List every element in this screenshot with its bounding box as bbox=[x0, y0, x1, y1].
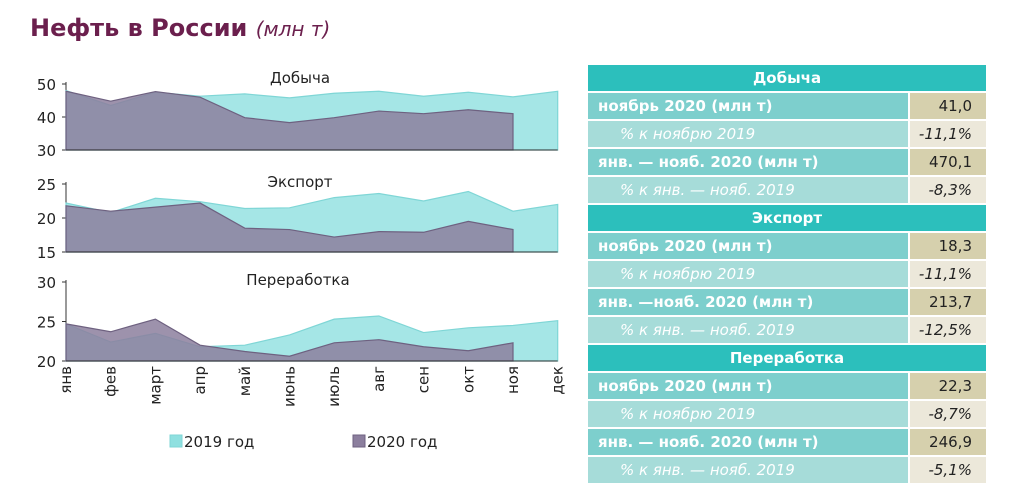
x-tick-label: авг bbox=[370, 366, 388, 392]
y-tick-label: 40 bbox=[37, 109, 56, 127]
panel-title: Добыча bbox=[270, 69, 330, 87]
x-tick-label: ноя bbox=[504, 366, 522, 394]
y-tick-label: 20 bbox=[37, 210, 56, 228]
title-unit: (млн т) bbox=[255, 17, 331, 41]
y-tick-label: 25 bbox=[37, 176, 56, 194]
row-value: -8,3% bbox=[910, 177, 986, 203]
x-tick-label: май bbox=[236, 366, 254, 396]
row-value: 246,9 bbox=[910, 429, 986, 455]
y-tick-label: 30 bbox=[37, 274, 56, 292]
table-row: ноябрь 2020 (млн т) 18,3 bbox=[588, 233, 986, 259]
x-tick-label: март bbox=[146, 366, 164, 405]
area-2020 bbox=[65, 90, 514, 151]
row-value: -12,5% bbox=[910, 317, 986, 343]
stats-table: Добыча ноябрь 2020 (млн т) 41,0% к ноябрю … bbox=[588, 63, 986, 485]
y-tick-label: 20 bbox=[37, 353, 56, 371]
table-row: % к янв. — нояб. 2019 -8,3% bbox=[588, 177, 986, 203]
page-title: Нефть в России (млн т) bbox=[30, 14, 330, 42]
row-value: 22,3 bbox=[910, 373, 986, 399]
table-row: % к ноябрю 2019 -11,1% bbox=[588, 261, 986, 287]
row-label: ноябрь 2020 (млн т) bbox=[588, 233, 910, 259]
y-tick-label: 50 bbox=[37, 76, 56, 94]
x-tick-label: дек bbox=[549, 366, 567, 395]
row-label: % к янв. — нояб. 2019 bbox=[588, 177, 910, 203]
row-label: % к ноябрю 2019 bbox=[588, 121, 910, 147]
area-2020 bbox=[65, 202, 514, 253]
row-label: ноябрь 2020 (млн т) bbox=[588, 373, 910, 399]
y-tick-label: 15 bbox=[37, 244, 56, 262]
row-label: % к ноябрю 2019 bbox=[588, 401, 910, 427]
row-label: янв. — нояб. 2020 (млн т) bbox=[588, 149, 910, 175]
x-tick-label: июль bbox=[325, 366, 343, 407]
row-label: % к ноябрю 2019 bbox=[588, 261, 910, 287]
table-row: янв. — нояб. 2020 (млн т) 470,1 bbox=[588, 149, 986, 175]
y-tick-label: 30 bbox=[37, 142, 56, 160]
table-row: % к янв. — нояб. 2019 -5,1% bbox=[588, 457, 986, 483]
y-tick-label: 25 bbox=[37, 314, 56, 332]
row-value: 41,0 bbox=[910, 93, 986, 119]
legend-label-2020: 2020 год bbox=[367, 433, 437, 451]
legend-swatch-2019 bbox=[169, 434, 183, 448]
table-row: % к янв. — нояб. 2019 -12,5% bbox=[588, 317, 986, 343]
oil-charts: 30 40 50 Добыча 15 20 25 Экспорт 20 25 30 Переработ… bbox=[37, 69, 567, 451]
x-tick-label: фев bbox=[102, 366, 120, 397]
table-row: янв. —нояб. 2020 (млн т) 213,7 bbox=[588, 289, 986, 315]
row-value: -8,7% bbox=[910, 401, 986, 427]
row-label: % к янв. — нояб. 2019 bbox=[588, 457, 910, 483]
table-row: ноябрь 2020 (млн т) 41,0 bbox=[588, 93, 986, 119]
row-value: -11,1% bbox=[910, 121, 986, 147]
legend-swatch-2020 bbox=[352, 434, 366, 448]
row-label: % к янв. — нояб. 2019 bbox=[588, 317, 910, 343]
panel-title: Переработка bbox=[246, 271, 349, 289]
row-value: 470,1 bbox=[910, 149, 986, 175]
x-tick-label: окт bbox=[459, 366, 477, 393]
row-value: 213,7 bbox=[910, 289, 986, 315]
section-header-row: Добыча bbox=[588, 65, 986, 91]
panel-title: Экспорт bbox=[267, 173, 332, 191]
row-value: -11,1% bbox=[910, 261, 986, 287]
x-tick-label: июнь bbox=[281, 366, 299, 407]
x-tick-label: апр bbox=[191, 366, 209, 395]
table-row: ноябрь 2020 (млн т) 22,3 bbox=[588, 373, 986, 399]
title-text: Нефть в России bbox=[30, 14, 248, 42]
section-title: Добыча bbox=[588, 65, 986, 91]
section-header-row: Переработка bbox=[588, 345, 986, 371]
section-title: Переработка bbox=[588, 345, 986, 371]
row-label: янв. — нояб. 2020 (млн т) bbox=[588, 429, 910, 455]
x-tick-label: янв bbox=[57, 366, 75, 394]
section-header-row: Экспорт bbox=[588, 205, 986, 231]
x-tick-label: сен bbox=[415, 366, 433, 393]
table-row: янв. — нояб. 2020 (млн т) 246,9 bbox=[588, 429, 986, 455]
table-row: % к ноябрю 2019 -11,1% bbox=[588, 121, 986, 147]
row-label: янв. —нояб. 2020 (млн т) bbox=[588, 289, 910, 315]
row-label: ноябрь 2020 (млн т) bbox=[588, 93, 910, 119]
section-title: Экспорт bbox=[588, 205, 986, 231]
row-value: 18,3 bbox=[910, 233, 986, 259]
legend-label-2019: 2019 год bbox=[184, 433, 254, 451]
table-row: % к ноябрю 2019 -8,7% bbox=[588, 401, 986, 427]
row-value: -5,1% bbox=[910, 457, 986, 483]
area-2020 bbox=[65, 318, 514, 362]
